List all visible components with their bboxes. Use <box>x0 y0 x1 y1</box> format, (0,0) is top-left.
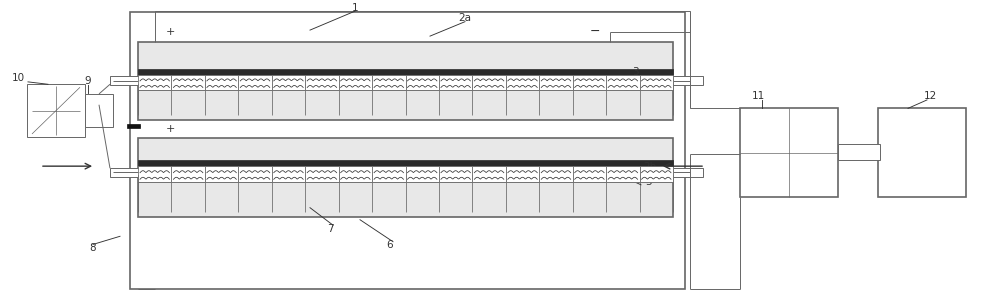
FancyBboxPatch shape <box>305 166 339 182</box>
FancyBboxPatch shape <box>138 42 673 120</box>
FancyBboxPatch shape <box>372 75 406 90</box>
FancyBboxPatch shape <box>640 75 673 90</box>
Text: 2b: 2b <box>643 162 657 172</box>
Text: +: + <box>165 124 175 135</box>
FancyBboxPatch shape <box>110 76 140 85</box>
FancyBboxPatch shape <box>640 166 673 182</box>
FancyBboxPatch shape <box>878 108 966 197</box>
FancyBboxPatch shape <box>506 75 539 90</box>
FancyBboxPatch shape <box>138 166 171 182</box>
FancyBboxPatch shape <box>138 175 673 182</box>
FancyBboxPatch shape <box>305 75 339 90</box>
FancyBboxPatch shape <box>130 12 685 289</box>
FancyBboxPatch shape <box>673 76 703 85</box>
FancyBboxPatch shape <box>238 75 272 90</box>
FancyBboxPatch shape <box>539 75 573 90</box>
Text: +: + <box>165 26 175 37</box>
FancyBboxPatch shape <box>171 75 205 90</box>
FancyBboxPatch shape <box>138 75 171 90</box>
Text: 4: 4 <box>632 82 638 92</box>
FancyBboxPatch shape <box>472 75 506 90</box>
FancyBboxPatch shape <box>406 75 439 90</box>
Text: −: − <box>590 25 600 38</box>
FancyBboxPatch shape <box>272 166 305 182</box>
FancyBboxPatch shape <box>205 75 238 90</box>
Text: 5: 5 <box>645 177 651 187</box>
FancyBboxPatch shape <box>138 138 673 217</box>
Text: 9: 9 <box>85 76 91 86</box>
Text: 1: 1 <box>352 2 358 13</box>
FancyBboxPatch shape <box>406 166 439 182</box>
Text: 2a: 2a <box>458 13 472 23</box>
Text: 11: 11 <box>751 91 765 101</box>
FancyBboxPatch shape <box>606 75 640 90</box>
FancyBboxPatch shape <box>138 160 673 167</box>
FancyBboxPatch shape <box>539 166 573 182</box>
FancyBboxPatch shape <box>238 166 272 182</box>
FancyBboxPatch shape <box>27 84 85 137</box>
FancyBboxPatch shape <box>339 166 372 182</box>
FancyBboxPatch shape <box>740 108 838 197</box>
Text: 6: 6 <box>387 240 393 250</box>
FancyBboxPatch shape <box>372 166 406 182</box>
FancyBboxPatch shape <box>171 166 205 182</box>
FancyBboxPatch shape <box>439 166 472 182</box>
Text: 10: 10 <box>11 73 25 83</box>
FancyBboxPatch shape <box>110 168 140 177</box>
FancyBboxPatch shape <box>439 75 472 90</box>
Text: 12: 12 <box>923 91 937 101</box>
FancyBboxPatch shape <box>85 94 113 127</box>
FancyBboxPatch shape <box>673 168 703 177</box>
FancyBboxPatch shape <box>472 166 506 182</box>
Text: 8: 8 <box>90 243 96 253</box>
FancyBboxPatch shape <box>573 75 606 90</box>
FancyBboxPatch shape <box>838 144 880 160</box>
FancyBboxPatch shape <box>573 166 606 182</box>
FancyBboxPatch shape <box>506 166 539 182</box>
FancyBboxPatch shape <box>138 84 673 90</box>
FancyBboxPatch shape <box>205 166 238 182</box>
FancyBboxPatch shape <box>339 75 372 90</box>
FancyBboxPatch shape <box>606 166 640 182</box>
FancyBboxPatch shape <box>127 124 140 128</box>
FancyBboxPatch shape <box>272 75 305 90</box>
FancyBboxPatch shape <box>138 69 673 75</box>
Text: 7: 7 <box>327 224 333 234</box>
Text: 3: 3 <box>632 67 638 77</box>
